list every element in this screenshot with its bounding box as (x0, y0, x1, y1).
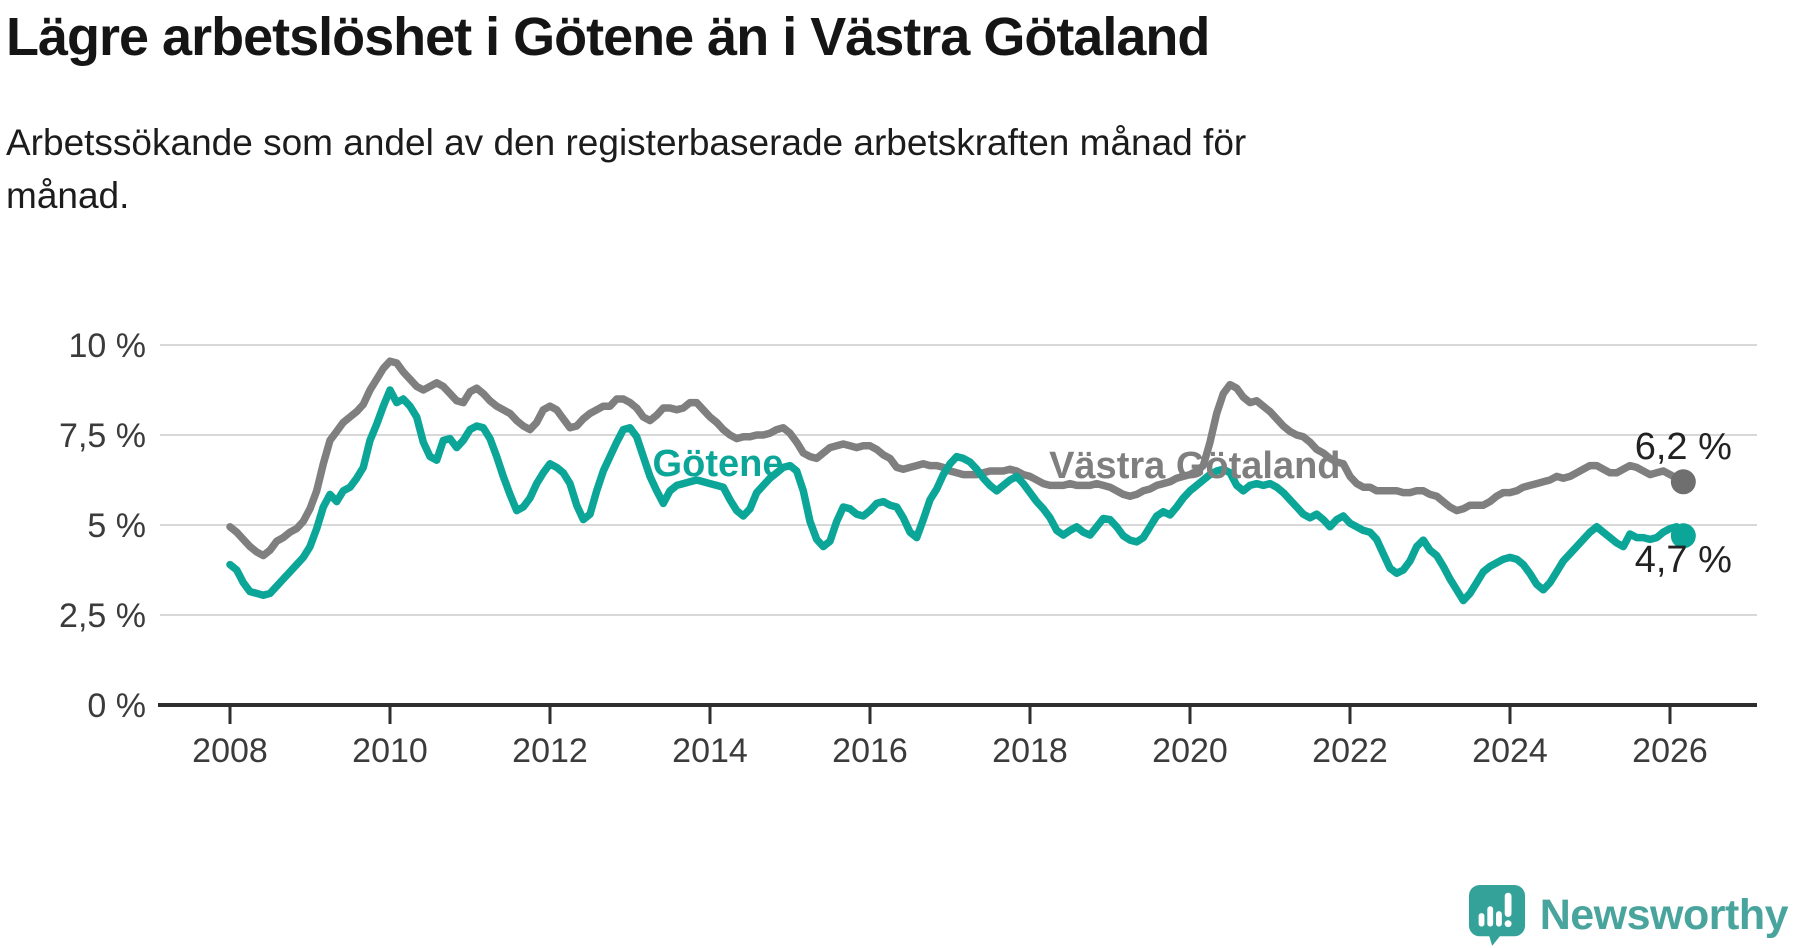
y-tick-label: 5 % (87, 507, 146, 545)
y-tick-label: 2,5 % (59, 597, 146, 635)
y-tick-label: 7,5 % (59, 417, 146, 455)
x-tick-label: 2022 (1312, 732, 1388, 770)
x-tick-label: 2026 (1632, 732, 1708, 770)
series-end-dot (1670, 469, 1696, 495)
x-tick-label: 2014 (672, 732, 748, 770)
chart-subtitle: Arbetssökande som andel av den registerb… (6, 116, 1686, 222)
series-line-g-tene (226, 386, 1688, 605)
grid-layer (160, 344, 1757, 616)
series-end-value-label: 6,2 % (1635, 426, 1732, 468)
x-tick-label: 2016 (832, 732, 908, 770)
newsworthy-bar-chart-bubble-icon (1468, 885, 1525, 946)
page-title: Lägre arbetslöshet i Götene än i Västra … (6, 7, 1210, 67)
x-tick-label: 2018 (992, 732, 1068, 770)
x-tick-label: 2010 (352, 732, 428, 770)
x-tick-label: 2020 (1152, 732, 1228, 770)
subtitle-line-1: Arbetssökande som andel av den registerb… (6, 122, 1247, 163)
series-end-dot (1670, 523, 1696, 549)
y-tick-label: 10 % (69, 327, 147, 365)
series-line-v-stra-g-taland (226, 357, 1688, 560)
series-end-value-label: 4,7 % (1635, 539, 1732, 581)
x-tick-label: 2012 (512, 732, 588, 770)
x-tick-label: 2008 (192, 732, 268, 770)
series-layer (226, 357, 1696, 605)
series-name-label: Götene (653, 443, 784, 485)
x-tick-label: 2024 (1472, 732, 1548, 770)
axis-layer (158, 703, 1757, 724)
subtitle-line-2: månad. (6, 175, 130, 216)
newsworthy-logo: Newsworthy (1468, 884, 1789, 946)
newsworthy-logo-text: Newsworthy (1539, 890, 1789, 939)
series-name-label: Västra Götaland (1049, 445, 1340, 487)
label-layer: 0 % 2,5 % 5 % 7,5 % 10 % 2008 2010 2012 2014 2016… (59, 327, 1732, 770)
y-tick-label: 0 % (87, 687, 146, 725)
